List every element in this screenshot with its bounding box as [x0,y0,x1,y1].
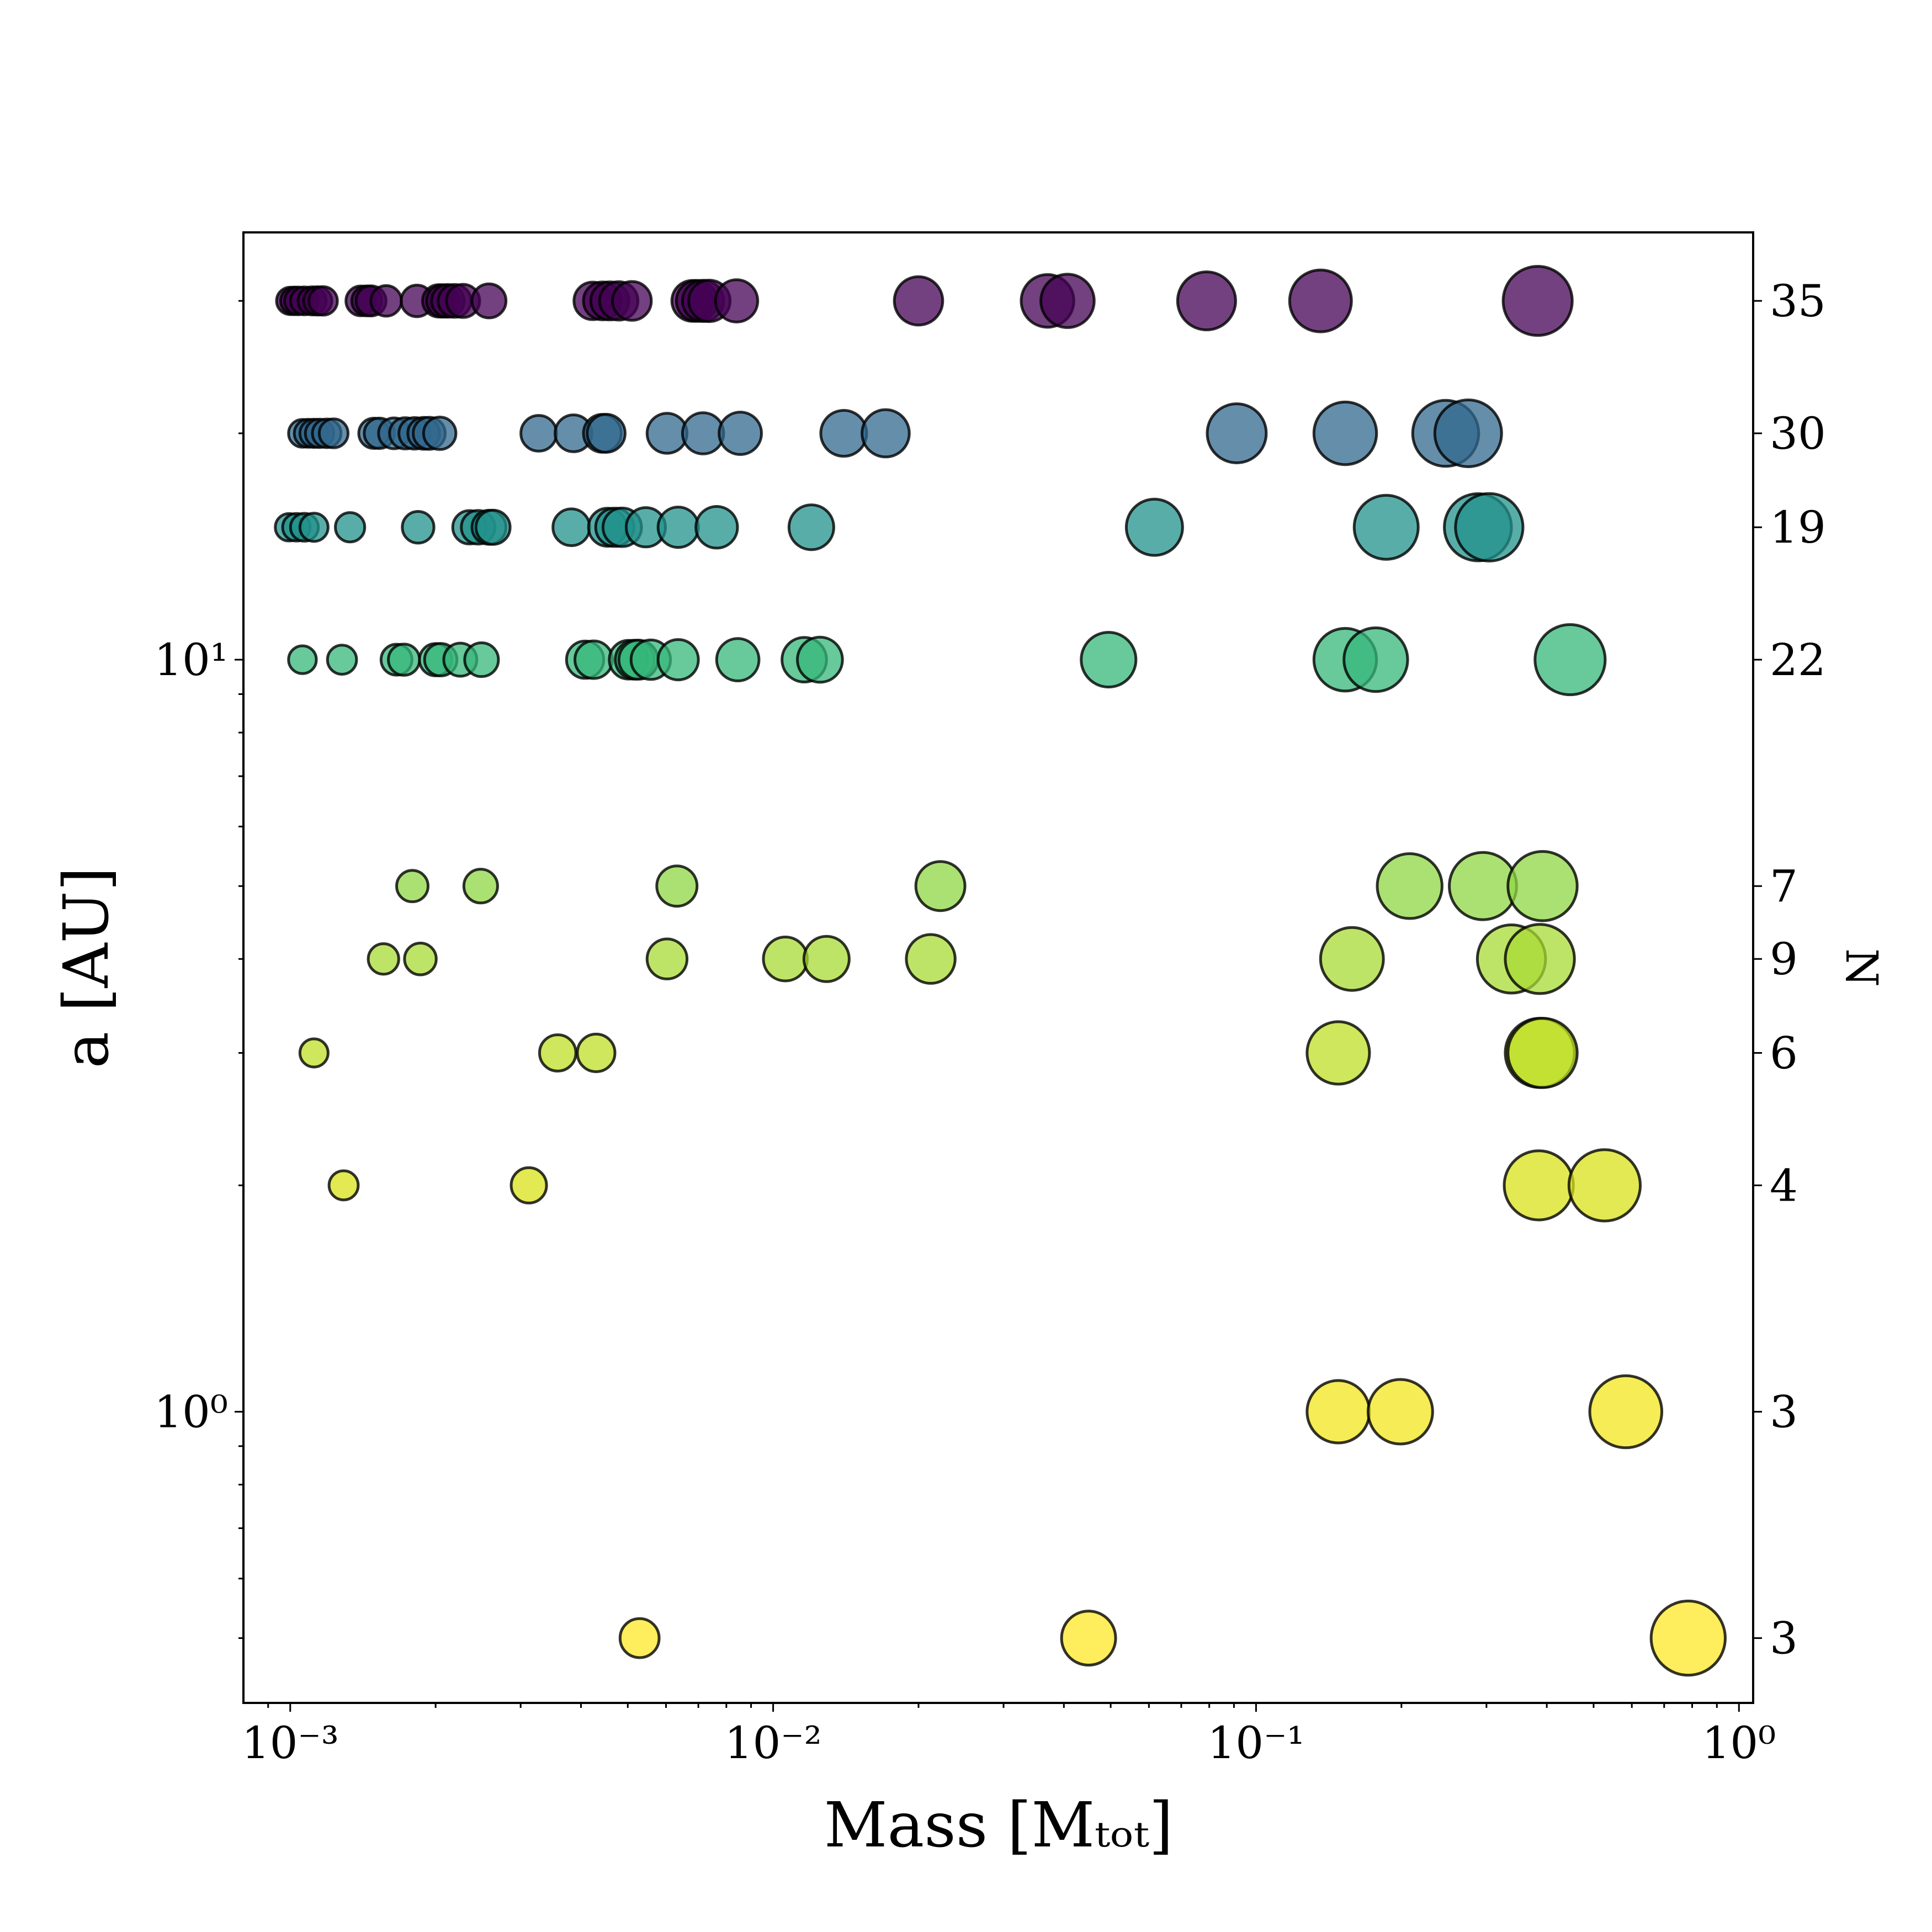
y2-tick-label: 7 [1770,861,1798,912]
point [1503,1149,1575,1222]
point [1039,273,1096,329]
point [1342,626,1409,693]
point [519,414,558,453]
point [367,942,400,976]
point [307,285,339,317]
point [298,512,330,543]
point [586,413,627,454]
point [819,408,868,458]
point [509,1166,548,1204]
point [1319,926,1385,992]
point [1504,923,1576,995]
point [656,638,700,682]
point [796,635,844,684]
point [1506,1017,1579,1089]
point [1305,1020,1371,1086]
plot-frame [242,231,1754,1704]
point [1176,270,1237,332]
point [1533,623,1607,697]
point [1080,631,1138,689]
point [1366,1378,1434,1446]
point [1506,850,1579,922]
y-tick-label: 10¹ [154,634,228,686]
point [715,637,761,682]
point [287,644,318,675]
point [1454,492,1525,562]
point [618,1617,661,1659]
point [317,417,350,449]
point [893,275,944,327]
y-axis-label: a [AU] [51,867,123,1068]
x-tick-label: 10⁰ [1702,1717,1776,1769]
y2-tick-label: 9 [1770,933,1798,985]
point [401,510,436,545]
point [551,507,591,547]
y2-tick-label: 3 [1770,1386,1798,1437]
point [905,933,957,985]
point [326,644,358,676]
point [327,1169,360,1202]
point [694,505,739,550]
point [787,503,835,551]
y2-tick-label: 6 [1770,1027,1798,1079]
y2-tick-label: 30 [1770,408,1826,459]
y2-tick-label: 22 [1770,634,1826,686]
y2-tick-label: 4 [1770,1160,1798,1211]
point [538,1033,577,1073]
point [1433,399,1503,468]
point [1649,1599,1727,1677]
point [681,411,725,455]
point [1501,265,1574,337]
point [387,643,421,677]
point [656,506,700,549]
point [914,860,967,912]
point [1312,400,1378,466]
point [1060,1610,1117,1667]
y-tick-label: 10⁰ [154,1386,228,1437]
point [574,639,614,680]
point [1305,1379,1371,1445]
point [1206,402,1268,464]
point [462,868,499,905]
point [714,278,760,323]
x-tick-label: 10⁻² [725,1717,822,1769]
point [655,864,699,908]
point [1352,493,1420,561]
point [334,511,367,544]
x-axis-label: Mass [Mₜₒₜ] [824,1790,1173,1861]
y2-axis-label: N [1836,948,1887,987]
point [474,508,512,546]
x-tick-label: 10⁻³ [242,1717,339,1769]
point [802,935,851,983]
y2-tick-label: 35 [1770,275,1826,327]
point [1376,852,1443,920]
point [861,408,911,459]
point [1124,497,1184,557]
point [1448,851,1518,921]
point [645,937,689,980]
point [369,284,403,318]
point [1288,268,1353,333]
point [463,641,500,678]
point [576,1032,617,1073]
point [762,935,809,983]
point [470,282,508,320]
point [611,280,653,322]
point [1588,1374,1664,1450]
point [395,869,429,904]
y2-tick-label: 3 [1770,1613,1798,1664]
point [298,1037,330,1069]
point [718,411,763,456]
point [422,416,458,451]
point [1567,1148,1642,1223]
x-tick-label: 10⁻¹ [1207,1717,1304,1769]
y2-tick-label: 19 [1770,502,1826,553]
point [645,412,689,455]
point [403,942,438,976]
